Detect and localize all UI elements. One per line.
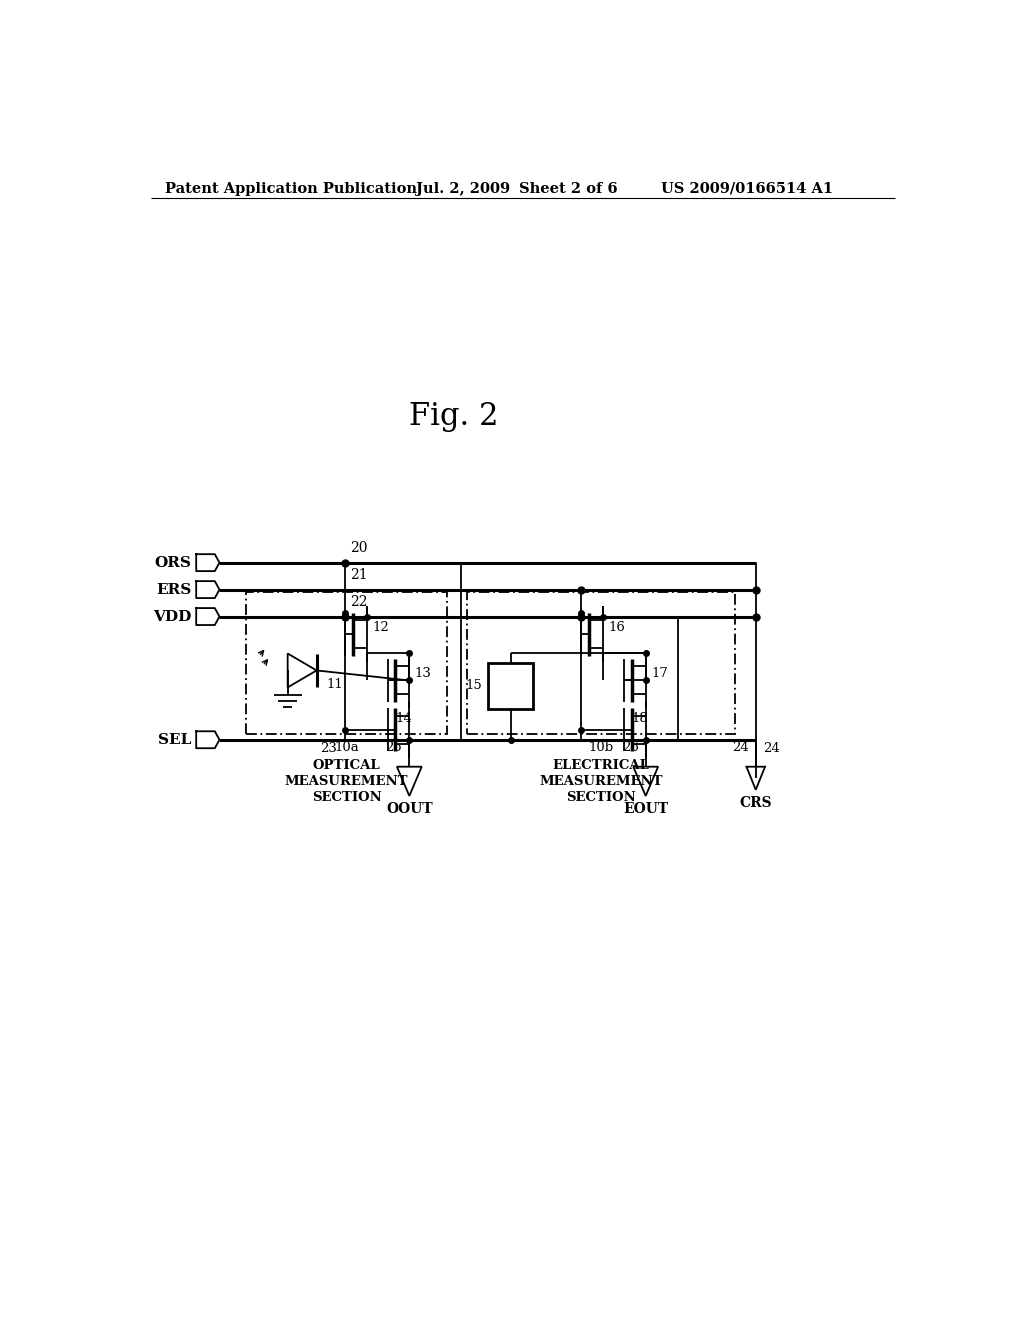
Text: 16: 16 [608,622,626,635]
Text: VDD: VDD [154,610,191,623]
Text: 24: 24 [763,742,779,755]
Text: US 2009/0166514 A1: US 2009/0166514 A1 [662,182,834,195]
Text: CRS: CRS [739,796,772,810]
Text: ORS: ORS [155,556,191,570]
Text: 24: 24 [732,741,749,754]
Bar [246,591,447,734]
Text: 14: 14 [395,713,412,725]
Text: 21: 21 [350,568,368,582]
Text: Jul. 2, 2009: Jul. 2, 2009 [417,182,510,195]
Text: 15: 15 [466,680,482,693]
Text: Sheet 2 of 6: Sheet 2 of 6 [519,182,618,195]
Text: ELECTRICAL
MEASUREMENT
SECTION: ELECTRICAL MEASUREMENT SECTION [540,759,663,804]
Text: Patent Application Publication: Patent Application Publication [165,182,417,195]
Text: SEL: SEL [158,733,191,747]
Text: 22: 22 [350,595,368,609]
Text: 25: 25 [386,741,402,754]
Text: 20: 20 [350,541,368,554]
Text: 13: 13 [415,668,432,681]
Text: 26: 26 [622,741,639,754]
Text: 10b: 10b [589,741,613,754]
Text: OPTICAL
MEASUREMENT
SECTION: OPTICAL MEASUREMENT SECTION [285,759,409,804]
Bar [488,663,534,709]
Text: ERS: ERS [157,582,191,597]
Text: Fig. 2: Fig. 2 [409,401,499,432]
Text: 12: 12 [372,622,389,635]
Text: EOUT: EOUT [624,803,669,816]
Text: OOUT: OOUT [386,803,432,816]
Text: 18: 18 [632,713,648,725]
Text: 17: 17 [651,668,668,681]
Text: 10a: 10a [334,741,359,754]
Bar [467,591,735,734]
Text: 11: 11 [327,677,343,690]
Text: 23: 23 [321,742,337,755]
